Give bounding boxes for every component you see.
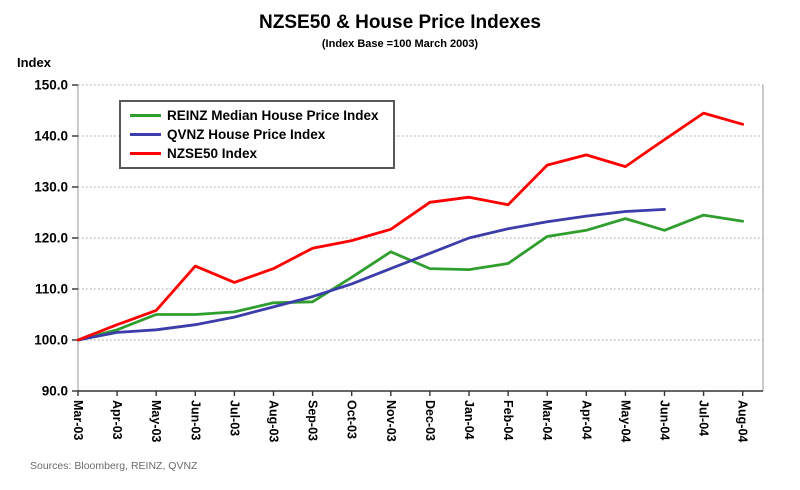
x-tick-label: Jul-03	[227, 400, 241, 436]
y-axis-title: Index	[17, 55, 51, 70]
x-tick-label: Jan-04	[462, 400, 476, 440]
legend-item-nzse50: NZSE50 Index	[130, 146, 379, 161]
x-tick-label: May-04	[618, 400, 632, 442]
x-tick-label: Aug-04	[736, 400, 750, 442]
y-tick-label: 100.0	[34, 333, 68, 348]
y-tick-label: 120.0	[34, 231, 68, 246]
legend-box: REINZ Median House Price Index QVNZ Hous…	[119, 100, 395, 169]
y-tick-label: 130.0	[34, 180, 68, 195]
source-note: Sources: Bloomberg, REINZ, QVNZ	[30, 460, 198, 472]
y-tick-label: 140.0	[34, 129, 68, 144]
x-tick-label: Nov-03	[384, 400, 398, 442]
series-line-1	[76, 207, 666, 342]
x-tick-label: Sep-03	[306, 400, 320, 441]
x-tick-label: Dec-03	[423, 400, 437, 441]
x-tick-label: Jul-04	[697, 400, 711, 436]
x-tick-label: Aug-03	[267, 400, 281, 442]
legend-label-nzse50: NZSE50 Index	[167, 146, 258, 161]
chart-title: NZSE50 & House Price Indexes	[259, 12, 541, 33]
chart-subtitle: (Index Base =100 March 2003)	[321, 38, 479, 50]
x-tick-label: May-03	[149, 400, 163, 442]
x-tick-label: Feb-04	[501, 400, 515, 440]
nzse50-line-swatch	[130, 152, 161, 155]
y-tick-label: 150.0	[34, 78, 68, 93]
reinz-line-swatch	[130, 114, 161, 117]
x-tick-label: Mar-03	[71, 400, 85, 440]
y-tick-label: 90.0	[42, 384, 68, 399]
x-tick-label: Apr-04	[579, 400, 593, 440]
x-tick-label: Oct-03	[345, 400, 359, 439]
series-line-0	[76, 213, 745, 342]
x-tick-label: Mar-04	[540, 400, 554, 440]
y-tick-label: 110.0	[35, 282, 68, 297]
legend-label-reinz: REINZ Median House Price Index	[167, 108, 379, 123]
legend-item-reinz: REINZ Median House Price Index	[130, 108, 379, 123]
x-tick-label: Jun-04	[658, 400, 672, 440]
series-line-2	[76, 111, 745, 342]
legend-item-qvnz: QVNZ House Price Index	[130, 127, 379, 142]
x-tick-label: Apr-03	[110, 400, 124, 440]
qvnz-line-swatch	[130, 133, 161, 136]
x-tick-label: Jun-03	[188, 400, 202, 440]
legend-label-qvnz: QVNZ House Price Index	[167, 127, 326, 142]
